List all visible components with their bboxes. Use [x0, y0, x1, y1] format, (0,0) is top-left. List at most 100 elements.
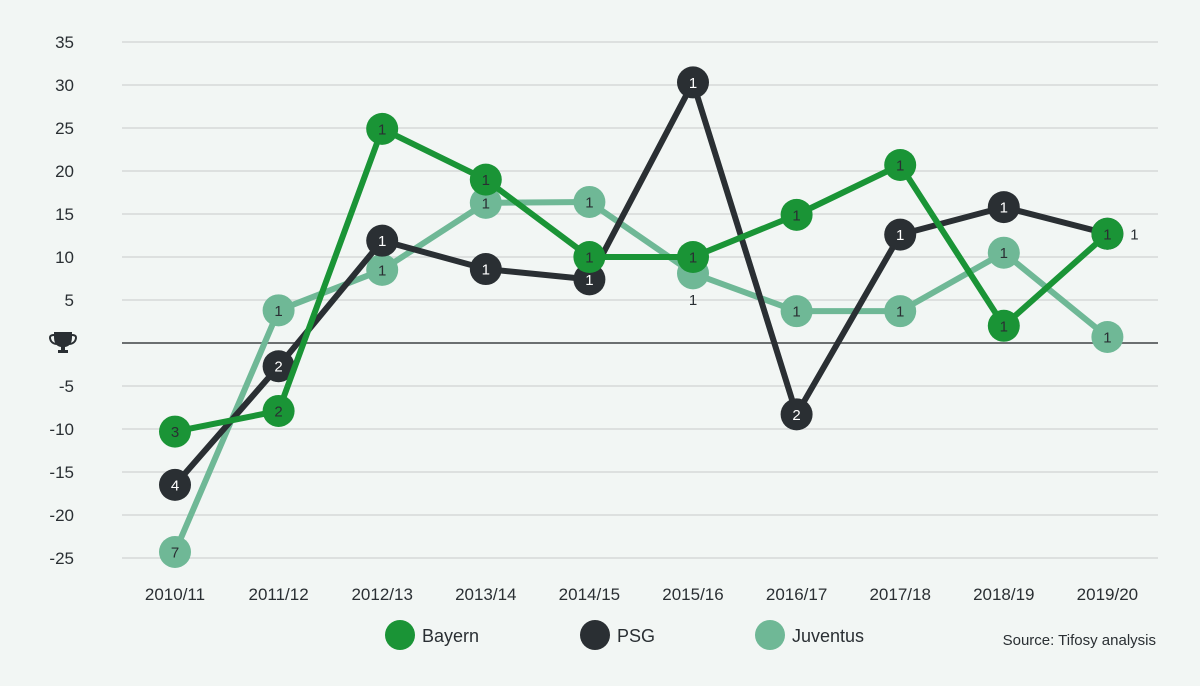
legend-swatch [385, 620, 415, 650]
data-label-psg: 2 [274, 359, 282, 376]
data-point [987, 236, 1020, 269]
data-label-juventus: 1 [274, 303, 282, 320]
data-point [573, 185, 606, 218]
legend-swatch [755, 620, 785, 650]
data-label-juventus: 1 [378, 262, 386, 279]
legend-swatch [580, 620, 610, 650]
data-point [262, 350, 295, 383]
data-label-psg: 1 [689, 75, 697, 92]
data-point [987, 309, 1020, 342]
data-point [366, 112, 399, 145]
y-tick-label: -15 [49, 463, 74, 482]
y-tick-label: -5 [59, 377, 74, 396]
data-point [987, 191, 1020, 224]
data-point [573, 241, 606, 273]
data-point [262, 294, 295, 327]
y-tick-label: 15 [55, 205, 74, 224]
data-label-juventus: 1 [585, 194, 593, 211]
series-bayern [159, 112, 1124, 448]
data-point [677, 66, 709, 99]
data-point [780, 295, 813, 328]
data-point [573, 263, 606, 296]
series-juventus [159, 185, 1124, 568]
data-label-bayern: 1 [896, 157, 904, 174]
data-label-bayern: 1 [689, 250, 697, 267]
data-point [262, 394, 295, 427]
data-label-juventus: 1 [482, 195, 490, 212]
series-line [172, 79, 1109, 487]
data-point [884, 218, 917, 251]
data-point [780, 398, 813, 431]
x-tick-label: 2014/15 [559, 585, 620, 604]
x-tick-label: 2012/13 [351, 585, 412, 604]
data-point [1091, 217, 1124, 250]
y-tick-label: 5 [65, 291, 74, 310]
legend-item-psg: PSG [580, 620, 655, 650]
data-label-psg: 1 [585, 272, 593, 289]
data-label-psg: 1 [896, 227, 904, 244]
series-line [172, 198, 1110, 554]
legend-label: PSG [617, 626, 655, 646]
series-group [159, 66, 1124, 568]
y-tick-label: -25 [49, 549, 74, 568]
data-point [469, 253, 502, 286]
x-tick-label: 2015/16 [662, 585, 723, 604]
data-label-psg: 1 [1130, 226, 1138, 243]
data-point [469, 186, 502, 219]
data-point [159, 415, 191, 448]
x-tick-label: 2016/17 [766, 585, 827, 604]
data-label-juventus: 1 [792, 304, 800, 321]
data-label-juventus: 1 [896, 304, 904, 321]
y-tick-label: 10 [55, 248, 74, 267]
data-label-bayern: 1 [482, 172, 490, 189]
data-point [1091, 320, 1124, 353]
data-label-bayern: 1 [378, 121, 386, 138]
data-point [469, 163, 502, 196]
legend: Bayern PSG Juventus [385, 620, 864, 650]
data-label-juventus: 1 [689, 292, 697, 309]
x-axis: 2010/11 2011/12 2012/13 2013/14 2014/15 2015/… [145, 585, 1138, 604]
series-line [174, 125, 1110, 435]
data-label-bayern: 1 [1000, 318, 1008, 335]
data-label-bayern: 2 [274, 403, 282, 420]
source-note: Source: Tifosy analysis [1003, 632, 1156, 649]
data-label-juventus: 1 [1000, 245, 1008, 262]
x-tick-label: 2010/11 [145, 585, 205, 604]
y-tick-label: -10 [49, 420, 74, 439]
data-point [159, 535, 191, 568]
x-tick-label: 2011/12 [248, 585, 308, 604]
data-label-psg: 4 [171, 477, 179, 494]
x-tick-label: 2017/18 [869, 585, 930, 604]
legend-item-juventus: Juventus [755, 620, 864, 650]
y-tick-label: 25 [55, 119, 74, 138]
legend-label: Bayern [422, 626, 479, 646]
data-label-bayern: 3 [171, 424, 179, 441]
data-label-juventus: 7 [171, 544, 179, 561]
data-label-bayern: 1 [585, 250, 593, 267]
y-tick-label: 20 [55, 162, 74, 181]
data-label-juventus: 1 [1103, 329, 1111, 346]
y-axis: 35 30 25 20 15 10 5 -5 -10 -15 -20 -25 [49, 33, 77, 568]
data-point [677, 241, 709, 273]
data-point [884, 148, 917, 181]
data-label-bayern: 1 [1103, 226, 1111, 243]
data-point [780, 198, 813, 231]
x-tick-label: 2013/14 [455, 585, 516, 604]
y-tick-label: 30 [55, 76, 74, 95]
data-point [366, 224, 399, 257]
legend-label: Juventus [792, 626, 864, 646]
legend-item-bayern: Bayern [385, 620, 479, 650]
x-tick-label: 2019/20 [1077, 585, 1138, 604]
data-point [366, 253, 399, 286]
data-point [159, 468, 191, 501]
y-tick-label: 35 [55, 33, 74, 52]
data-label-bayern: 1 [792, 207, 800, 224]
data-label-psg: 1 [482, 262, 490, 279]
data-point [884, 295, 917, 328]
data-label-psg: 1 [378, 233, 386, 250]
x-tick-label: 2018/19 [973, 585, 1034, 604]
y-tick-label: -20 [49, 506, 74, 525]
trophy-icon [49, 332, 77, 353]
data-label-group: 7 1 1 1 1 1 1 1 1 1 4 2 1 1 1 1 2 1 1 1 3 2 1 1 1 1 1 1 1 1 [171, 75, 1139, 562]
